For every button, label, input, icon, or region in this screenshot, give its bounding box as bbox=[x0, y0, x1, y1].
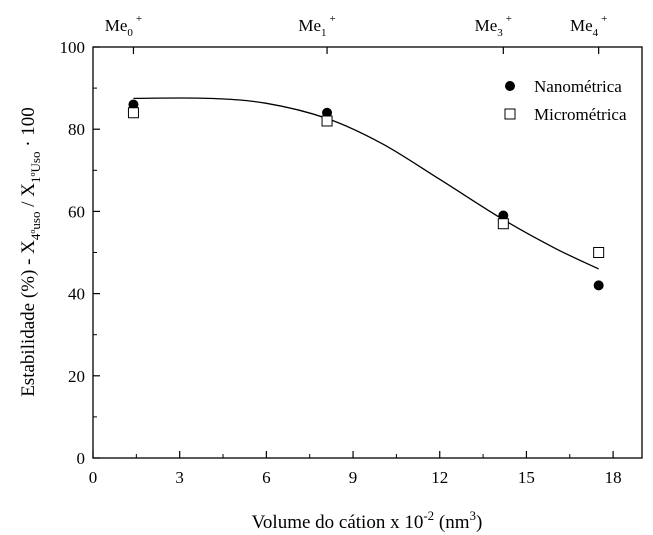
x-tick-label: 12 bbox=[431, 468, 448, 487]
y-tick-label: 20 bbox=[68, 367, 85, 386]
point-nanometrica bbox=[498, 210, 509, 221]
x-tick-label: 3 bbox=[175, 468, 184, 487]
fit-curve-line bbox=[133, 97, 599, 270]
x-tick-label: 6 bbox=[262, 468, 271, 487]
legend-marker-nanometrica bbox=[505, 81, 515, 91]
legend-label-micrometrica: Micrométrica bbox=[534, 105, 627, 124]
top-axis-labels: Me0+ Me1+ Me3+ Me4+ bbox=[105, 13, 608, 39]
x-tick-label: 9 bbox=[349, 468, 358, 487]
x-tick-label: 0 bbox=[89, 468, 98, 487]
top-axis-label: Me4+ bbox=[570, 13, 607, 39]
legend-label-nanometrica: Nanométrica bbox=[534, 77, 622, 96]
legend: Nanométrica Micrométrica bbox=[504, 77, 627, 124]
x-tick-labels: 0 3 6 9 12 15 18 bbox=[89, 468, 622, 487]
point-micrometrica bbox=[321, 115, 333, 127]
y-tick-label: 40 bbox=[68, 285, 85, 304]
y-axis-label: Estabilidade (%) - X4ºuso / X1ºUso · 100 bbox=[18, 107, 43, 397]
y-tick-label: 0 bbox=[77, 449, 86, 468]
x-axis-label: Volume do cátion x 10-2 (nm3) bbox=[252, 508, 483, 533]
point-nanometrica bbox=[593, 280, 604, 291]
y-tick-label: 80 bbox=[68, 120, 85, 139]
x-tick-label: 15 bbox=[518, 468, 535, 487]
y-tick-label: 60 bbox=[68, 202, 85, 221]
data-points bbox=[127, 99, 605, 291]
x-tick-label: 18 bbox=[605, 468, 622, 487]
legend-marker-micrometrica bbox=[504, 108, 516, 120]
axis-ticks bbox=[92, 46, 614, 459]
point-nanometrica bbox=[322, 107, 333, 118]
point-micrometrica bbox=[127, 107, 139, 119]
fit-curve bbox=[133, 97, 599, 270]
y-tick-labels: 0 20 40 60 80 100 bbox=[60, 38, 86, 468]
top-axis-label: Me0+ bbox=[105, 13, 142, 39]
point-micrometrica bbox=[497, 218, 509, 230]
y-tick-label: 100 bbox=[60, 38, 86, 57]
point-micrometrica bbox=[593, 247, 605, 258]
point-nanometrica bbox=[128, 99, 139, 110]
top-axis-label: Me3+ bbox=[475, 13, 512, 39]
top-axis-label: Me1+ bbox=[298, 13, 335, 39]
